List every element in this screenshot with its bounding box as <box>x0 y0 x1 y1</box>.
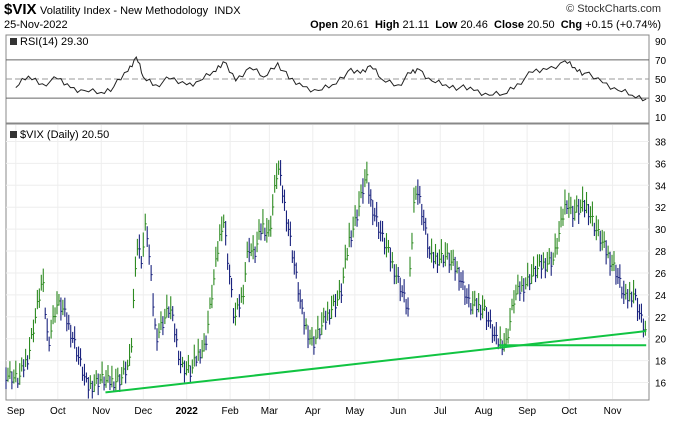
chart-header: $VIX Volatility Index - New Methodology … <box>0 0 675 34</box>
price-panel-title: $VIX (Daily) 20.50 <box>20 129 109 141</box>
symbol-description: Volatility Index - New Methodology <box>40 5 209 17</box>
open-value: 20.61 <box>341 19 369 31</box>
trendline-1 <box>105 330 647 394</box>
low-label: Low <box>435 19 458 31</box>
x-tick-label: Nov <box>604 406 622 417</box>
x-tick-label: Dec <box>134 406 152 417</box>
price-y-tick-label: 34 <box>655 181 667 192</box>
rsi-panel-title: RSI(14) 29.30 <box>20 36 88 48</box>
high-label: High <box>374 19 400 31</box>
chg-label: Chg <box>560 19 583 31</box>
rsi-y-tick-label: 30 <box>655 94 667 105</box>
x-tick-label: Apr <box>305 406 321 417</box>
x-tick-label: Feb <box>222 406 240 417</box>
price-y-tick-label: 38 <box>655 137 667 148</box>
rsi-y-tick-label: 90 <box>655 37 667 48</box>
x-tick-label: Sep <box>7 406 25 417</box>
close-value: 20.50 <box>527 19 555 31</box>
x-tick-label: 2022 <box>176 406 199 417</box>
rsi-legend-swatch <box>10 38 17 45</box>
date-label: 25-Nov-2022 <box>4 19 68 31</box>
chg-value: +0.15 (+0.74%) <box>585 19 661 31</box>
rsi-y-tick-label: 10 <box>655 113 667 124</box>
x-tick-label: Oct <box>561 406 577 417</box>
price-y-tick-label: 24 <box>655 291 667 302</box>
price-y-tick-label: 16 <box>655 379 667 390</box>
x-tick-label: May <box>345 406 364 417</box>
quote-line: Open 20.61 High 21.11 Low 20.46 Close 20… <box>310 19 661 31</box>
x-tick-label: Oct <box>50 406 66 417</box>
price-y-tick-label: 32 <box>655 203 667 214</box>
x-tick-label: Jun <box>390 406 406 417</box>
price-y-tick-label: 18 <box>655 357 667 368</box>
rsi-panel-frame <box>5 34 650 124</box>
x-tick-label: Aug <box>475 406 493 417</box>
rsi-y-tick-label: 50 <box>655 75 667 86</box>
description-label: Volatility Index - New Methodology INDX <box>40 5 241 17</box>
x-tick-label: Sep <box>518 406 536 417</box>
price-y-tick-label: 26 <box>655 269 667 280</box>
price-legend-swatch <box>10 131 17 138</box>
brand-label: © StockCharts.com <box>566 3 661 15</box>
high-value: 21.11 <box>402 19 430 31</box>
rsi-y-tick-label: 70 <box>655 56 667 67</box>
price-y-tick-label: 36 <box>655 159 667 170</box>
low-value: 20.46 <box>460 19 488 31</box>
close-label: Close <box>494 19 524 31</box>
x-tick-label: Nov <box>92 406 110 417</box>
open-label: Open <box>310 19 339 31</box>
x-tick-label: Mar <box>261 406 279 417</box>
rsi-line <box>15 55 647 102</box>
exchange-label: INDX <box>214 5 241 17</box>
x-tick-label: Jul <box>434 406 447 417</box>
symbol-label: $VIX <box>4 1 37 18</box>
price-y-tick-label: 22 <box>655 313 667 324</box>
price-y-tick-label: 30 <box>655 225 667 236</box>
price-panel-frame <box>5 123 650 401</box>
price-y-tick-label: 28 <box>655 247 667 258</box>
price-y-tick-label: 20 <box>655 335 667 346</box>
